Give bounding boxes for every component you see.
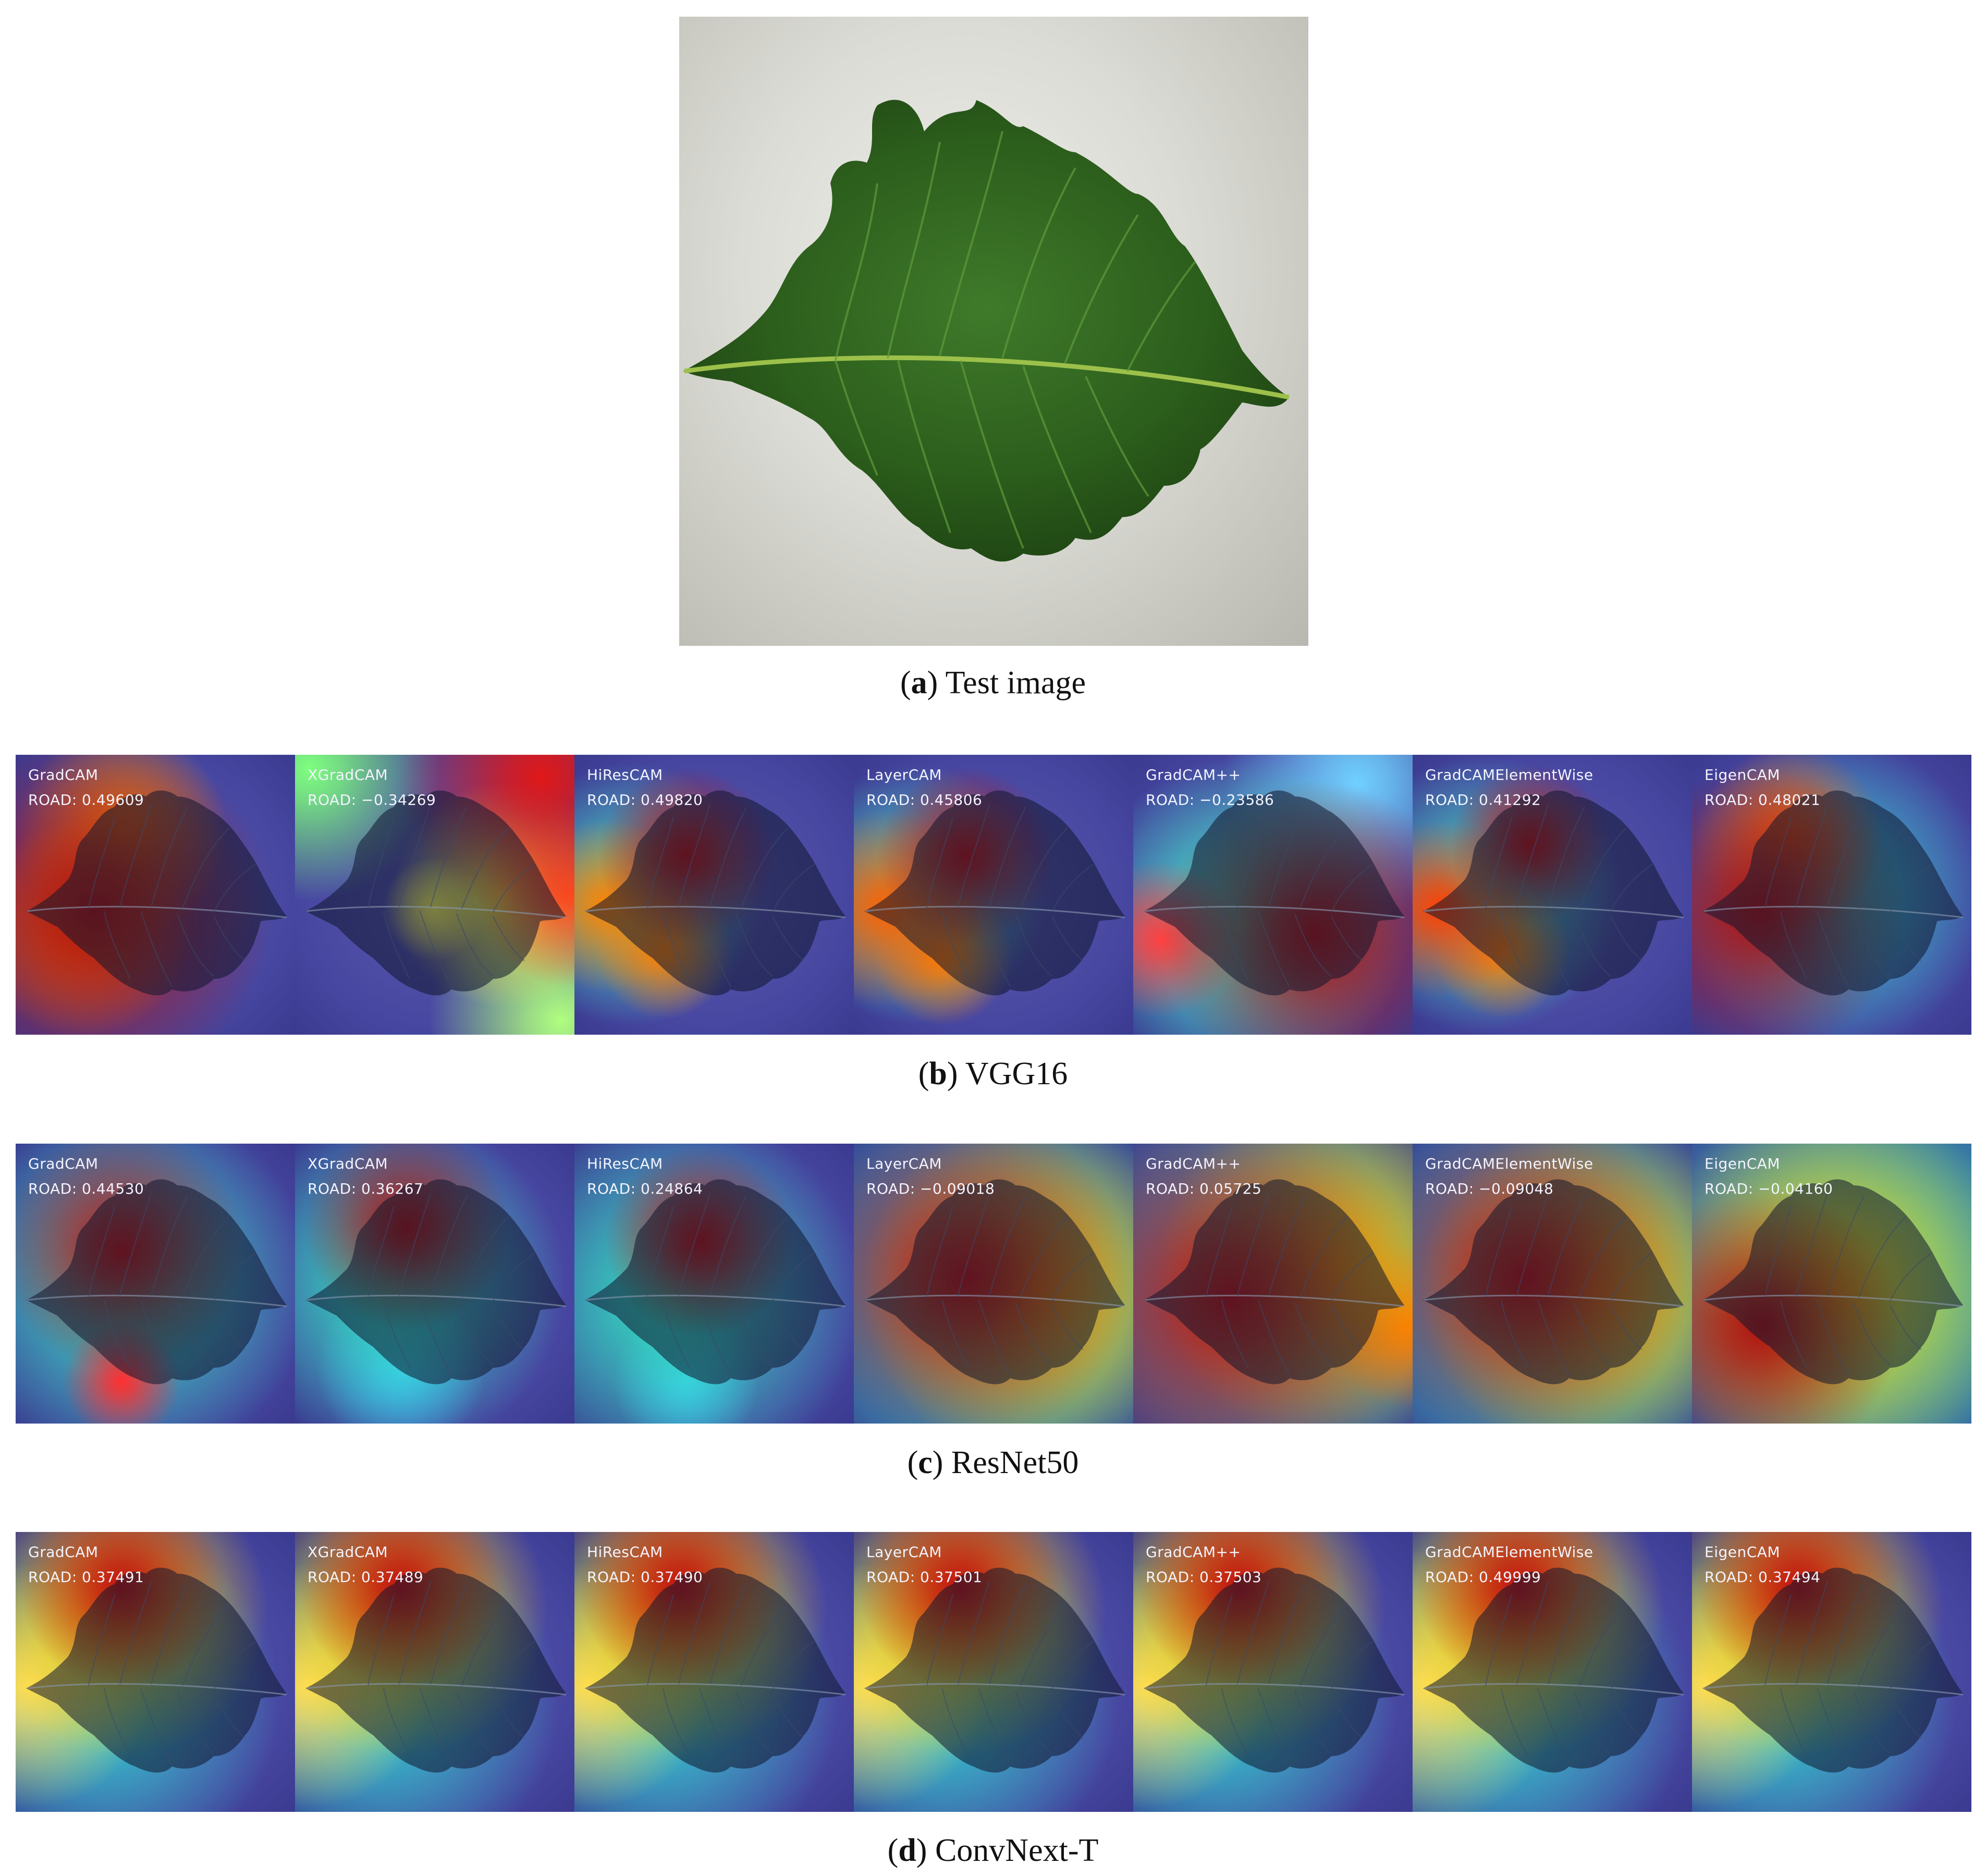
road-score-label: ROAD: 0.49609 bbox=[28, 791, 144, 808]
leaf-silhouette bbox=[305, 1179, 567, 1384]
road-score-label: ROAD: 0.05725 bbox=[1146, 1180, 1262, 1197]
leaf-silhouette bbox=[1702, 1179, 1964, 1384]
caption-c: (c) ResNet50 bbox=[907, 1445, 1079, 1480]
resnet50-row: GradCAM ROAD: 0.44530 XGradCAM ROAD: 0.3626… bbox=[16, 1144, 1971, 1424]
cam-method-label: XGradCAM bbox=[308, 1543, 388, 1561]
road-score-label: ROAD: −0.09018 bbox=[866, 1180, 995, 1197]
leaf-silhouette bbox=[305, 1567, 567, 1773]
road-score-label: ROAD: 0.48021 bbox=[1705, 791, 1821, 808]
cam-tile-xgradcam: XGradCAM ROAD: 0.37489 bbox=[295, 1532, 574, 1812]
road-score-label: ROAD: 0.37501 bbox=[866, 1568, 983, 1586]
cam-method-label: XGradCAM bbox=[308, 1155, 388, 1172]
road-score-label: ROAD: 0.37490 bbox=[587, 1568, 703, 1586]
cam-tile-gradcampppp: GradCAM++ ROAD: 0.37503 bbox=[1133, 1532, 1413, 1812]
cam-method-label: GradCAMElementWise bbox=[1425, 766, 1593, 783]
cam-tile-gradcampppp: GradCAM++ ROAD: 0.05725 bbox=[1133, 1144, 1413, 1424]
road-score-label: ROAD: 0.24864 bbox=[587, 1180, 703, 1197]
road-score-label: ROAD: 0.37489 bbox=[308, 1568, 424, 1586]
road-score-label: ROAD: 0.49999 bbox=[1425, 1568, 1541, 1586]
cam-method-label: GradCAM bbox=[28, 766, 99, 783]
cam-tile-gradcamelementwise: GradCAMElementWise ROAD: 0.49999 bbox=[1413, 1532, 1692, 1812]
cam-tile-gradcamelementwise: GradCAMElementWise ROAD: −0.09048 bbox=[1413, 1144, 1692, 1424]
cam-method-label: GradCAM bbox=[28, 1543, 99, 1561]
cam-method-label: LayerCAM bbox=[866, 1155, 942, 1172]
cam-tile-layercam: LayerCAM ROAD: 0.45806 bbox=[854, 755, 1133, 1035]
leaf-silhouette bbox=[1144, 790, 1405, 996]
cam-tile-layercam: LayerCAM ROAD: 0.37501 bbox=[854, 1532, 1133, 1812]
leaf-silhouette bbox=[585, 1179, 846, 1384]
leaf-silhouette bbox=[864, 1567, 1125, 1773]
caption-d: (d) ConvNext-T bbox=[887, 1833, 1099, 1868]
caption-b: (b) VGG16 bbox=[918, 1056, 1068, 1092]
leaf-silhouette bbox=[26, 1567, 287, 1773]
cam-tile-eigencam: EigenCAM ROAD: 0.37494 bbox=[1692, 1532, 1971, 1812]
cam-tile-gradcam: GradCAM ROAD: 0.49609 bbox=[16, 755, 295, 1035]
leaf-silhouette bbox=[1144, 1567, 1405, 1773]
leaf-silhouette bbox=[1423, 1567, 1684, 1773]
road-score-label: ROAD: 0.49820 bbox=[587, 791, 703, 808]
cam-method-label: HiResCAM bbox=[587, 1543, 663, 1561]
leaf-silhouette bbox=[305, 790, 567, 996]
cam-tile-xgradcam: XGradCAM ROAD: −0.34269 bbox=[295, 755, 574, 1035]
cam-method-label: GradCAM++ bbox=[1146, 1543, 1241, 1561]
leaf-silhouette bbox=[864, 1179, 1125, 1384]
convnext-row: GradCAM ROAD: 0.37491 XGradCAM ROAD: 0.3748… bbox=[16, 1532, 1971, 1812]
leaf-silhouette bbox=[26, 1179, 287, 1384]
cam-tile-eigencam: EigenCAM ROAD: 0.48021 bbox=[1692, 755, 1971, 1035]
cam-tile-xgradcam: XGradCAM ROAD: 0.36267 bbox=[295, 1144, 574, 1424]
leaf-silhouette bbox=[1702, 1567, 1964, 1773]
road-score-label: ROAD: 0.36267 bbox=[308, 1180, 424, 1197]
road-score-label: ROAD: 0.41292 bbox=[1425, 791, 1541, 808]
leaf-silhouette bbox=[1423, 1179, 1684, 1384]
road-score-label: ROAD: 0.45806 bbox=[866, 791, 983, 808]
cam-method-label: EigenCAM bbox=[1705, 766, 1781, 783]
leaf-silhouette bbox=[585, 790, 846, 996]
leaf-photo bbox=[683, 100, 1290, 562]
cam-tile-hirescam: HiResCAM ROAD: 0.24864 bbox=[574, 1144, 854, 1424]
road-score-label: ROAD: 0.44530 bbox=[28, 1180, 144, 1197]
leaf-silhouette bbox=[1702, 790, 1964, 996]
road-score-label: ROAD: −0.09048 bbox=[1425, 1180, 1554, 1197]
cam-tile-layercam: LayerCAM ROAD: −0.09018 bbox=[854, 1144, 1133, 1424]
road-score-label: ROAD: 0.37494 bbox=[1705, 1568, 1821, 1586]
vgg16-row: GradCAM ROAD: 0.49609 XGradCAM ROAD: −0.342… bbox=[16, 755, 1971, 1035]
cam-method-label: HiResCAM bbox=[587, 1155, 663, 1172]
road-score-label: ROAD: −0.04160 bbox=[1705, 1180, 1833, 1197]
cam-method-label: GradCAM++ bbox=[1146, 1155, 1241, 1172]
cam-tile-eigencam: EigenCAM ROAD: −0.04160 bbox=[1692, 1144, 1971, 1424]
cam-method-label: EigenCAM bbox=[1705, 1543, 1781, 1561]
cam-tile-hirescam: HiResCAM ROAD: 0.37490 bbox=[574, 1532, 854, 1812]
caption-a: (a) Test image bbox=[900, 665, 1086, 701]
cam-method-label: XGradCAM bbox=[308, 766, 388, 783]
cam-tile-gradcamelementwise: GradCAMElementWise ROAD: 0.41292 bbox=[1413, 755, 1692, 1035]
cam-tile-hirescam: HiResCAM ROAD: 0.49820 bbox=[574, 755, 854, 1035]
cam-method-label: EigenCAM bbox=[1705, 1155, 1781, 1172]
cam-tile-gradcampppp: GradCAM++ ROAD: −0.23586 bbox=[1133, 755, 1413, 1035]
cam-method-label: GradCAMElementWise bbox=[1425, 1543, 1593, 1561]
cam-method-label: LayerCAM bbox=[866, 1543, 942, 1561]
leaf-silhouette bbox=[1423, 790, 1684, 996]
cam-method-label: LayerCAM bbox=[866, 766, 942, 783]
leaf-silhouette bbox=[1144, 1179, 1405, 1384]
cam-method-label: GradCAM bbox=[28, 1155, 99, 1172]
cam-method-label: GradCAM++ bbox=[1146, 766, 1241, 783]
cam-method-label: HiResCAM bbox=[587, 766, 663, 783]
cam-tile-gradcam: GradCAM ROAD: 0.37491 bbox=[16, 1532, 295, 1812]
cam-method-label: GradCAMElementWise bbox=[1425, 1155, 1593, 1172]
cam-tile-gradcam: GradCAM ROAD: 0.44530 bbox=[16, 1144, 295, 1424]
road-score-label: ROAD: −0.34269 bbox=[308, 791, 436, 808]
leaf-silhouette bbox=[26, 790, 287, 996]
road-score-label: ROAD: 0.37503 bbox=[1146, 1568, 1262, 1586]
road-score-label: ROAD: 0.37491 bbox=[28, 1568, 144, 1586]
leaf-silhouette bbox=[585, 1567, 846, 1773]
leaf-silhouette bbox=[864, 790, 1125, 996]
test-image-leaf bbox=[679, 17, 1308, 646]
road-score-label: ROAD: −0.23586 bbox=[1146, 791, 1274, 808]
